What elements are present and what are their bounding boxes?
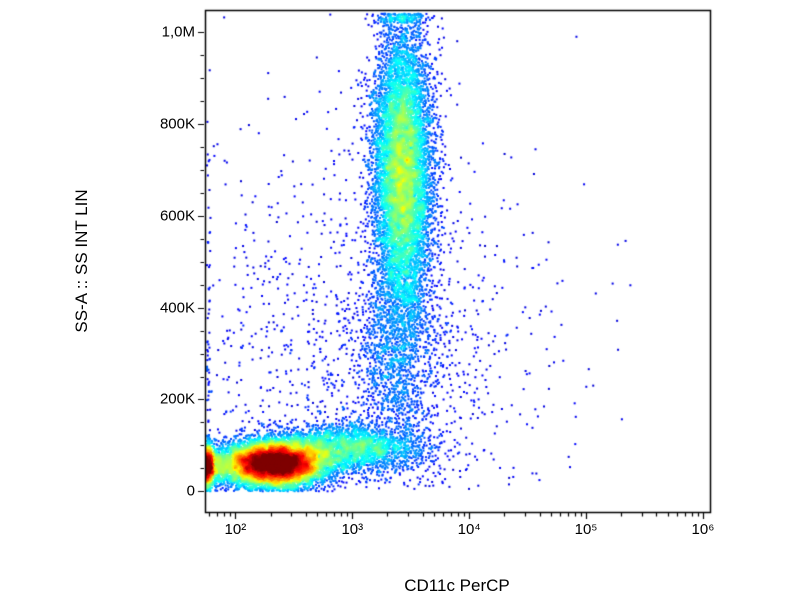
- x-tick-label: 10⁴: [457, 521, 481, 538]
- x-tick-label: 10³: [341, 521, 364, 538]
- y-tick-label: 1,0M: [161, 23, 195, 41]
- y-tick-label: 600K: [159, 207, 195, 225]
- y-axis-title: SS-A :: SS INT LIN: [72, 189, 91, 333]
- y-tick-label: 0: [186, 482, 195, 500]
- y-tick-label: 800K: [159, 115, 195, 133]
- x-tick-label: 10⁵: [574, 521, 598, 538]
- x-axis-title: CD11c PerCP: [404, 576, 510, 595]
- y-tick-label: 400K: [159, 299, 195, 317]
- x-tick-label: 10²: [224, 521, 247, 538]
- x-tick-label: 10⁶: [691, 521, 715, 538]
- y-tick-label: 200K: [159, 390, 195, 408]
